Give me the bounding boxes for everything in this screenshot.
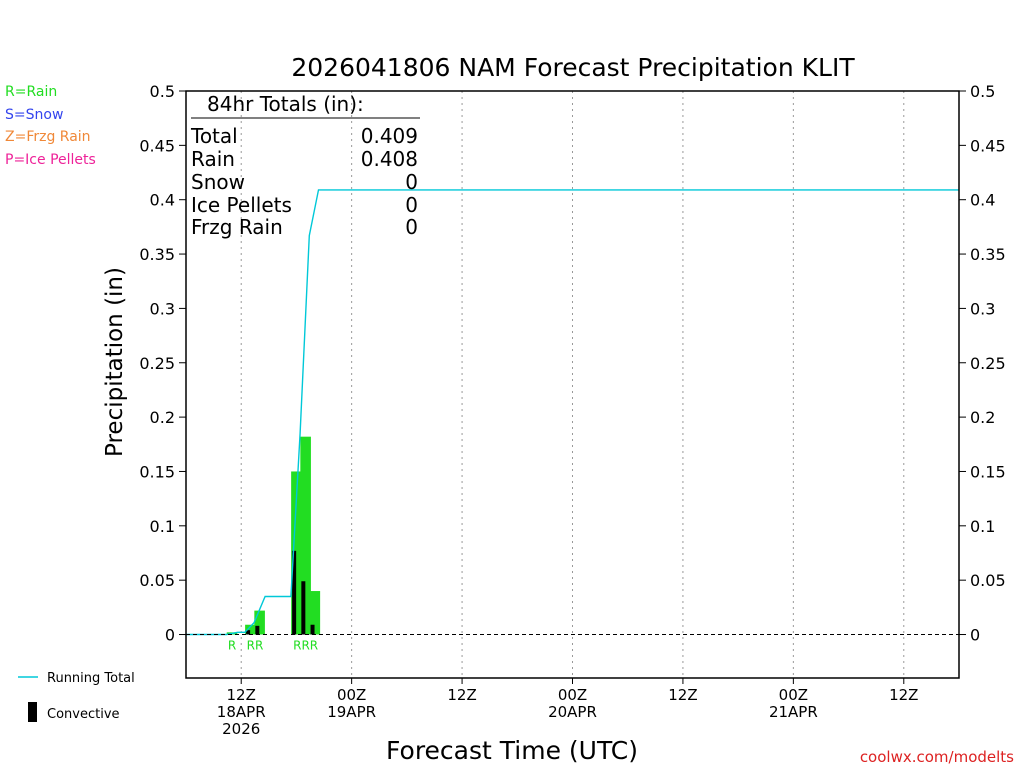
totals-value-snow: 0 <box>405 170 418 194</box>
x-tick-label: 00Z <box>779 686 808 704</box>
y-tick-label-right: 0.45 <box>970 136 1006 155</box>
credit-text: coolwx.com/modelts <box>860 748 1014 766</box>
y-axis-label: Precipitation (in) <box>102 267 128 457</box>
y-tick-label-right: 0.25 <box>970 354 1006 373</box>
y-tick-label-left: 0.3 <box>150 299 175 318</box>
chart-title: 2026041806 NAM Forecast Precipitation KL… <box>291 53 855 82</box>
convective-bar <box>301 581 306 635</box>
precip-bar <box>291 471 302 635</box>
x-axis-label: Forecast Time (UTC) <box>386 736 638 765</box>
y-tick-label-right: 0.4 <box>970 191 995 210</box>
legend-snow: S=Snow <box>5 107 63 123</box>
y-tick-label-left: 0.35 <box>139 245 175 264</box>
precip-bar <box>254 610 265 635</box>
totals-value-ice-pellets: 0 <box>405 193 418 217</box>
totals-label-frzg-rain: Frzg Rain <box>191 215 283 239</box>
totals-value-frzg-rain: 0 <box>405 215 418 239</box>
x-tick-label: 00Z <box>337 686 366 704</box>
legend-running-total: Running Total <box>47 671 135 686</box>
x-tick-label: 12Z <box>668 686 697 704</box>
y-tick-label-left: 0 <box>165 626 175 645</box>
precip-type-label: RRR <box>293 639 318 653</box>
y-tick-label-right: 0.1 <box>970 517 995 536</box>
y-tick-label-left: 0.2 <box>150 408 175 427</box>
precip-bar <box>309 591 321 635</box>
running-total-line <box>186 189 959 636</box>
legend-ice-pellets: P=Ice Pellets <box>5 152 96 168</box>
x-tick-label: 18APR <box>217 703 266 721</box>
y-tick-label-left: 0.5 <box>150 82 175 101</box>
totals-label-rain: Rain <box>191 147 235 171</box>
totals-value-rain: 0.408 <box>361 147 418 171</box>
totals-box: 84hr Totals (in): Total 0.409 Rain 0.408… <box>190 92 420 239</box>
x-tick-label: 12Z <box>889 686 918 704</box>
precip-type-legend: R=Rain S=Snow Z=Frzg Rain P=Ice Pellets <box>5 84 96 168</box>
totals-label-total: Total <box>190 124 238 148</box>
precip-bar <box>300 436 311 635</box>
type-labels: R RR RRR <box>228 639 318 653</box>
y-tick-label-left: 0.05 <box>139 571 175 590</box>
y-tick-label-left: 0.15 <box>139 462 175 481</box>
convective-bar <box>255 625 260 635</box>
convective-bar <box>310 624 315 635</box>
convective-bar <box>292 550 297 635</box>
y-axis-right: 0 0.05 0.1 0.15 0.2 0.25 0.3 0.35 0.4 0.45 0.5 <box>959 82 1006 645</box>
x-tick-label: 12Z <box>227 686 256 704</box>
y-tick-label-right: 0.2 <box>970 408 995 427</box>
y-tick-label-left: 0.1 <box>150 517 175 536</box>
y-tick-label-left: 0.4 <box>150 191 175 210</box>
y-tick-label-right: 0 <box>970 626 980 645</box>
convective-swatch <box>28 702 37 722</box>
x-tick-label: 19APR <box>327 703 376 721</box>
x-tick-label: 20APR <box>548 703 597 721</box>
totals-label-snow: Snow <box>191 170 245 194</box>
y-tick-label-left: 0.25 <box>139 354 175 373</box>
series-legend: Running Total Convective <box>18 671 135 722</box>
y-tick-label-right: 0.15 <box>970 462 1006 481</box>
y-axis-left: 0 0.05 0.1 0.15 0.2 0.25 0.3 0.35 0.4 0.45 0.5 <box>139 82 186 645</box>
precip-type-label: RR <box>247 639 264 653</box>
y-tick-label-right: 0.05 <box>970 571 1006 590</box>
totals-label-ice-pellets: Ice Pellets <box>191 193 292 217</box>
precip-type-label: R <box>228 639 236 653</box>
x-tick-label: 00Z <box>558 686 587 704</box>
y-tick-label-left: 0.45 <box>139 136 175 155</box>
x-tick-label: 2026 <box>222 720 260 738</box>
convective-bar <box>246 630 251 635</box>
x-tick-label: 12Z <box>447 686 476 704</box>
y-tick-label-right: 0.5 <box>970 82 995 101</box>
legend-rain: R=Rain <box>5 84 57 100</box>
plot-area <box>185 90 960 679</box>
grid <box>240 91 905 678</box>
y-tick-label-right: 0.3 <box>970 299 995 318</box>
totals-header: 84hr Totals (in): <box>207 92 364 116</box>
precip-bar <box>245 624 256 635</box>
x-tick-label: 21APR <box>769 703 818 721</box>
y-tick-label-right: 0.35 <box>970 245 1006 264</box>
totals-value-total: 0.409 <box>361 124 418 148</box>
bars <box>226 436 321 635</box>
legend-convective: Convective <box>47 707 120 722</box>
legend-frzg-rain: Z=Frzg Rain <box>5 129 91 145</box>
